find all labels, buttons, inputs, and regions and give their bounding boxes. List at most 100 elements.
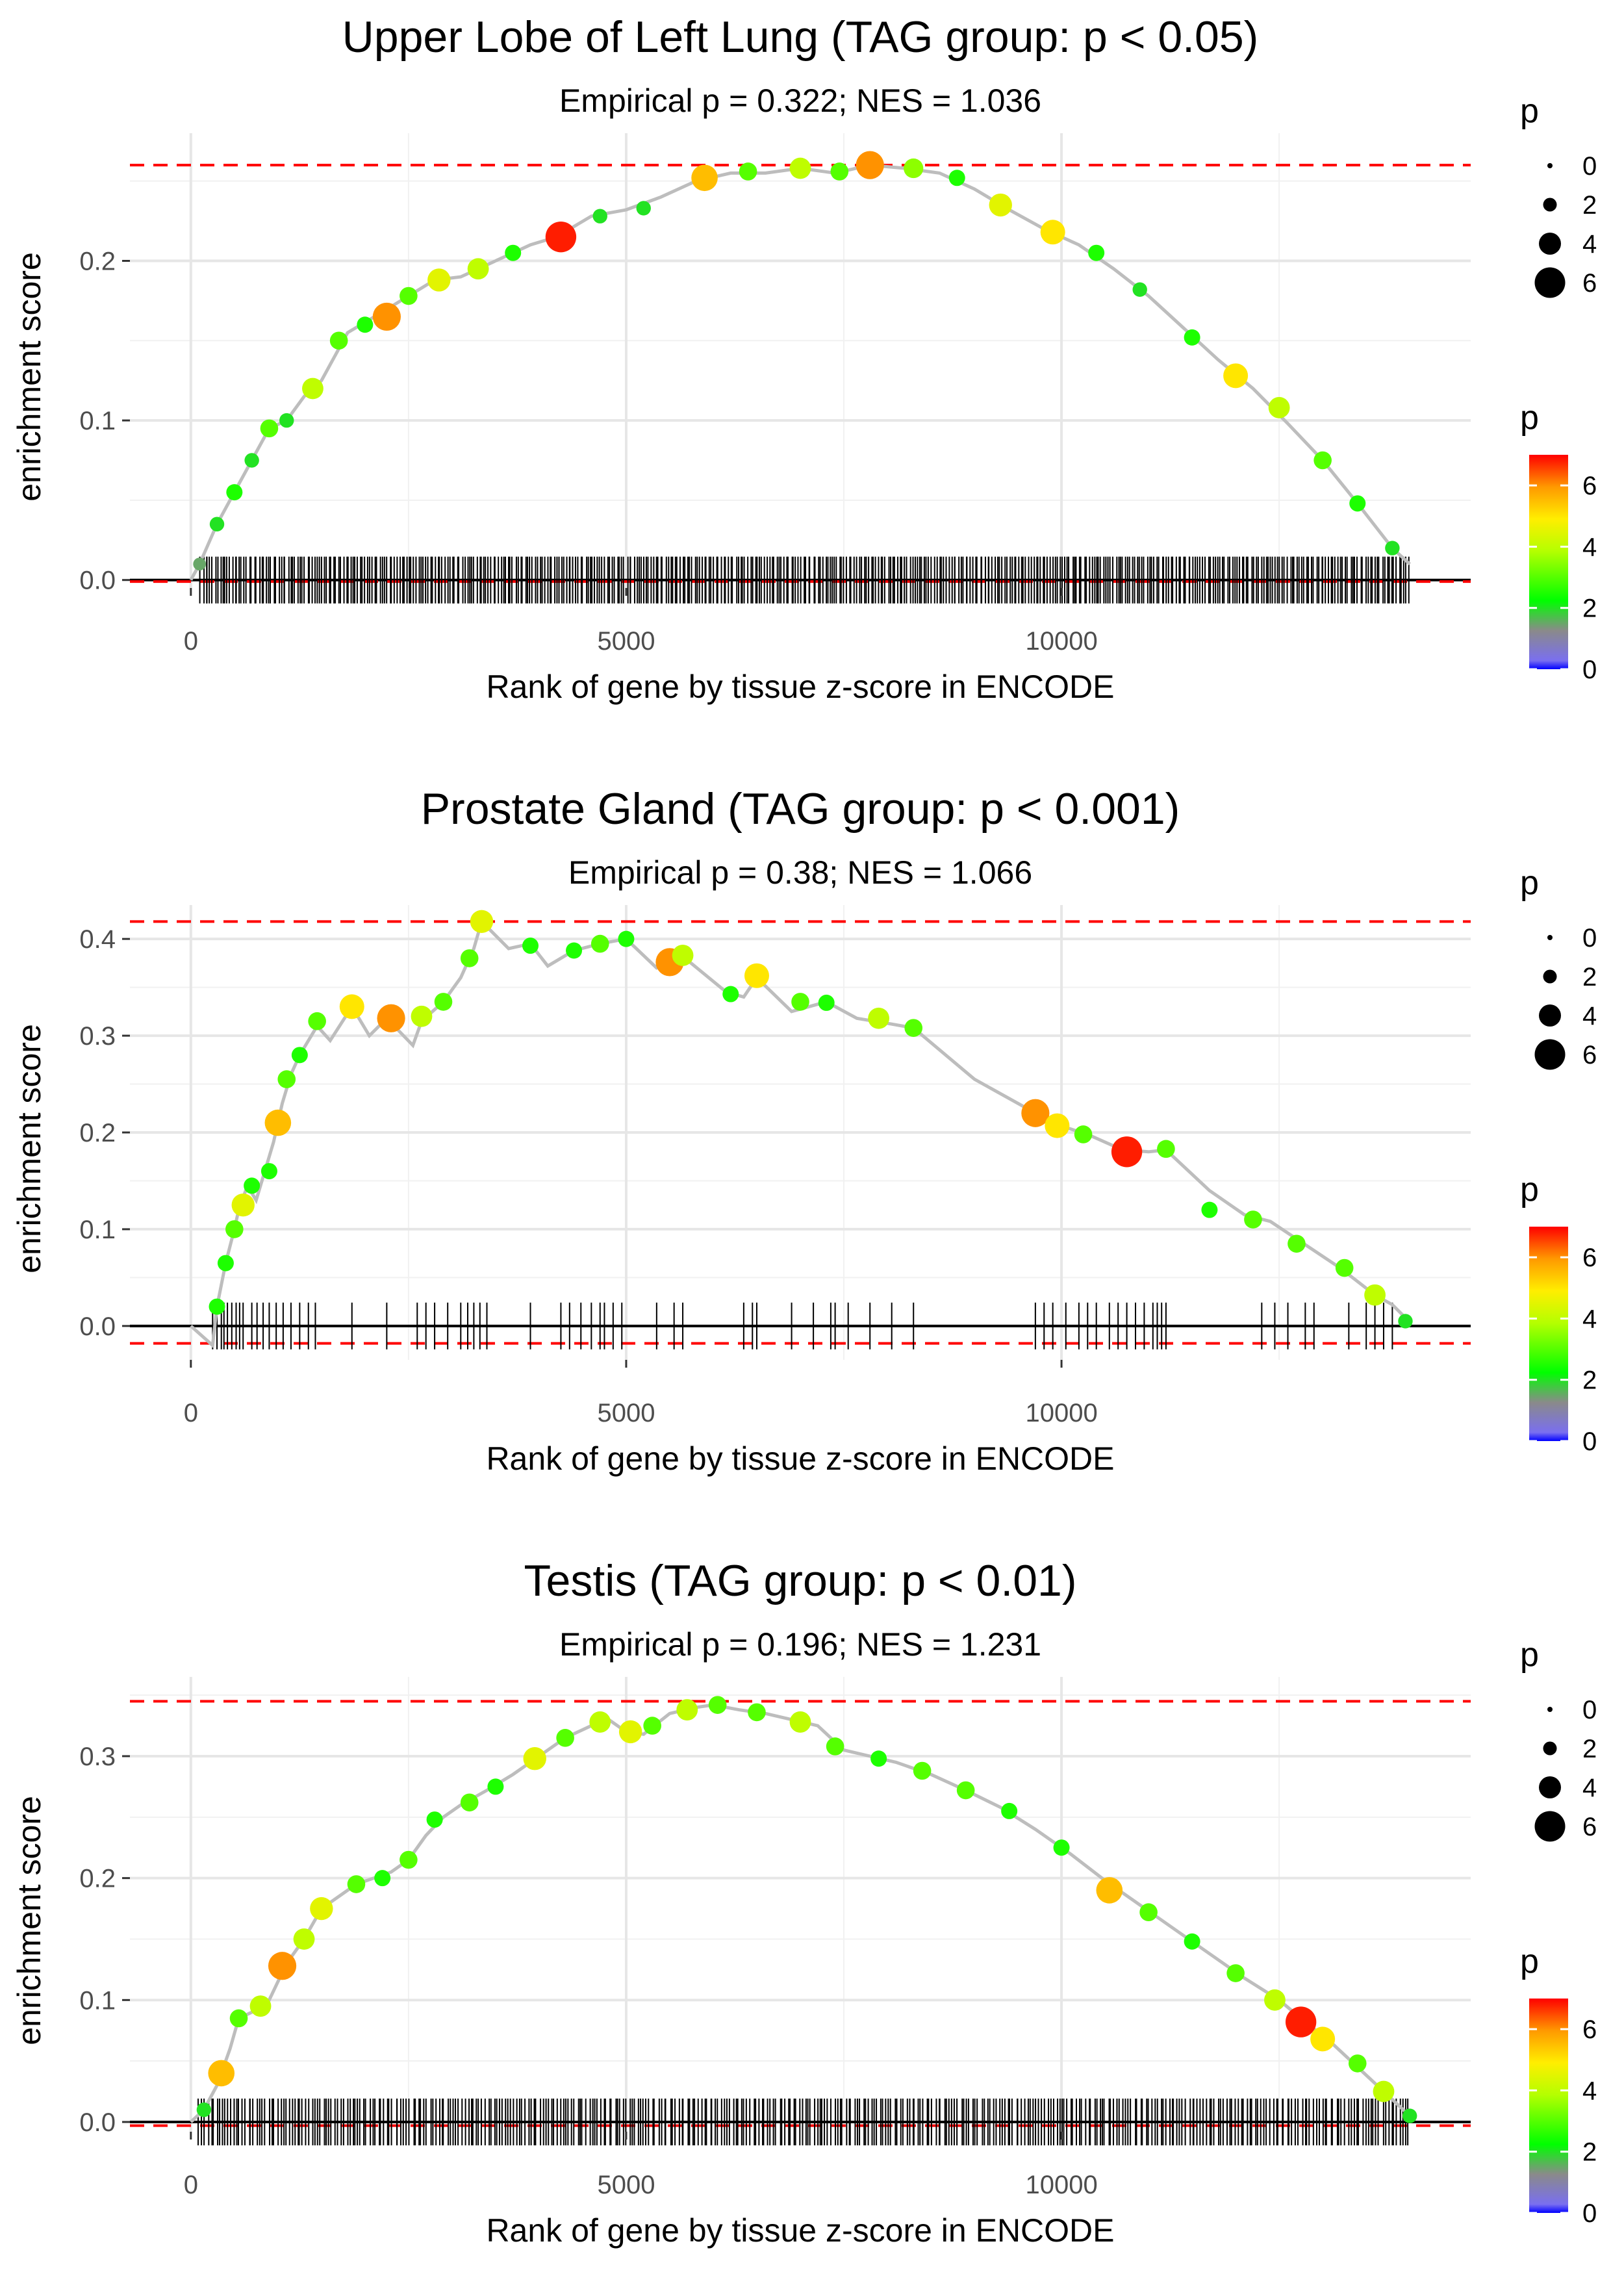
chart-1-data-point	[302, 377, 324, 400]
chart-3-size-legend-key	[1539, 1776, 1561, 1798]
chart-3-gene-ticks	[197, 2098, 1409, 2145]
chart-3-colorbar: 0 2 4 6	[1529, 1999, 1597, 2228]
chart-2-points	[209, 910, 1413, 1329]
chart-2-data-point	[1364, 1284, 1386, 1306]
chart-3-data-point	[523, 1747, 546, 1770]
chart-1-size-legend-key	[1547, 163, 1553, 168]
chart-1-data-point	[1040, 220, 1065, 245]
chart-panel-2: Prostate Gland (TAG group: p < 0.001) Em…	[11, 784, 1597, 1477]
chart-3-data-point	[1285, 2006, 1317, 2038]
chart-3-xlabel: Rank of gene by tissue z-score in ENCODE	[486, 2212, 1114, 2249]
chart-3-size-legend-key	[1547, 1707, 1553, 1712]
chart-1-data-point	[467, 258, 489, 280]
chart-2-colorbar-label: 0	[1582, 1427, 1597, 1456]
chart-2-color-legend: p 0 2 4 6	[1520, 1171, 1597, 1456]
chart-2-enrichment-curve	[190, 918, 1411, 1349]
chart-3-data-point	[589, 1711, 611, 1733]
chart-3-size-legend-label: 2	[1582, 1735, 1597, 1763]
chart-2-size-legend-label: 2	[1582, 963, 1597, 991]
chart-1-data-point	[739, 162, 757, 181]
chart-2-size-legend-key	[1539, 1004, 1561, 1027]
chart-2-data-point	[1398, 1314, 1413, 1329]
chart-2-colorbar: 0 2 4 6	[1529, 1227, 1597, 1456]
chart-3-subtitle: Empirical p = 0.196; NES = 1.231	[559, 1626, 1041, 1663]
chart-2-data-point	[260, 1163, 277, 1180]
chart-1-data-point	[856, 151, 884, 179]
chart-2-data-point	[377, 1004, 405, 1032]
chart-3-x-tick-labels: 0 5000 10000	[184, 2132, 1098, 2199]
chart-2-size-legend: p 0 2 4 6	[1520, 864, 1597, 1070]
chart-2-colorbar-label: 4	[1582, 1305, 1597, 1333]
chart-2-x-tick-label: 0	[184, 1399, 198, 1427]
chart-3-y-tick-label: 0.3	[79, 1743, 116, 1771]
chart-1-subtitle: Empirical p = 0.322; NES = 1.036	[559, 83, 1041, 119]
chart-1-size-legend-label: 6	[1582, 269, 1597, 298]
chart-2-colorbar-gradient	[1529, 1227, 1568, 1441]
chart-2-data-point	[522, 938, 539, 954]
chart-1-data-point	[545, 221, 577, 253]
chart-1-size-legend-key	[1534, 267, 1566, 298]
chart-2-subtitle: Empirical p = 0.38; NES = 1.066	[568, 854, 1032, 891]
chart-2-data-point	[1244, 1210, 1262, 1229]
chart-2-size-legend-title: p	[1520, 864, 1539, 902]
chart-3-y-tick-label: 0.1	[79, 1986, 116, 2015]
chart-2-x-tick-labels: 0 5000 10000	[184, 1360, 1098, 1427]
chart-3-size-legend-label: 0	[1582, 1696, 1597, 1724]
chart-panel-1: Upper Lobe of Left Lung (TAG group: p < …	[11, 12, 1597, 705]
chart-3-data-point	[1264, 1989, 1286, 2011]
chart-1-x-tick-label: 5000	[597, 627, 655, 656]
chart-1-data-point	[279, 413, 294, 428]
chart-1-data-point	[948, 170, 965, 186]
chart-2-size-legend-key	[1547, 935, 1553, 940]
chart-3-data-point	[196, 2102, 212, 2117]
chart-1-size-legend-keys: 0 2 4 6	[1534, 152, 1597, 298]
chart-1-data-point	[989, 193, 1012, 217]
chart-2-colorbar-label: 2	[1582, 1366, 1597, 1395]
chart-2-data-point	[244, 1177, 260, 1194]
chart-1-data-point	[830, 162, 849, 181]
chart-2-gridlines	[130, 905, 1471, 1360]
chart-2-data-point	[566, 942, 583, 959]
chart-3-data-point	[676, 1699, 698, 1721]
chart-2-gene-ticks	[212, 1302, 1393, 1349]
chart-3-y-tick-labels: 0.0 0.1 0.2 0.3	[79, 1743, 130, 2137]
chart-3-colorbar-gradient	[1529, 1999, 1568, 2213]
chart-3-data-point	[347, 1875, 366, 1893]
chart-3-x-tick-label: 5000	[597, 2171, 655, 2199]
chart-3-x-tick-label: 10000	[1025, 2171, 1097, 2199]
chart-1-size-legend-label: 4	[1582, 230, 1597, 259]
chart-3-data-point	[1139, 1903, 1158, 1921]
chart-2-size-legend-label: 6	[1582, 1041, 1597, 1069]
chart-2-size-legend-key	[1534, 1039, 1566, 1070]
chart-3-data-point	[1053, 1839, 1070, 1856]
chart-1-y-tick-labels: 0.0 0.1 0.2	[79, 247, 130, 595]
chart-2-data-point	[460, 949, 479, 967]
chart-3-data-point	[708, 1696, 727, 1714]
chart-1-size-legend-label: 0	[1582, 152, 1597, 181]
chart-2-curve-line	[190, 918, 1411, 1349]
chart-1-x-tick-label: 0	[184, 627, 198, 656]
chart-3-colorbar-label: 6	[1582, 2015, 1597, 2044]
chart-1-data-point	[1313, 451, 1332, 470]
chart-2-data-point	[217, 1255, 234, 1271]
chart-1-x-tick-label: 10000	[1025, 627, 1097, 656]
chart-2-data-point	[1074, 1125, 1093, 1143]
chart-3-data-point	[400, 1850, 418, 1869]
chart-2-data-point	[1288, 1234, 1306, 1253]
chart-3-size-legend-label: 4	[1582, 1774, 1597, 1802]
chart-1-data-point	[193, 557, 207, 571]
chart-3-data-point	[870, 1750, 887, 1767]
chart-2-size-legend-key	[1543, 969, 1557, 984]
chart-2-ylabel: enrichment score	[11, 1024, 47, 1273]
chart-2-data-point	[411, 1005, 433, 1027]
chart-1-data-point	[1223, 363, 1249, 389]
chart-3-data-point	[374, 1870, 391, 1887]
chart-2-data-point	[277, 1070, 296, 1088]
chart-3-data-point	[1184, 1933, 1200, 1950]
chart-1-size-legend-label: 2	[1582, 191, 1597, 220]
chart-1-size-legend-key	[1539, 233, 1561, 255]
chart-1-data-point	[209, 517, 225, 531]
chart-2-data-point	[1157, 1140, 1175, 1158]
chart-3-data-point	[268, 1952, 297, 1980]
